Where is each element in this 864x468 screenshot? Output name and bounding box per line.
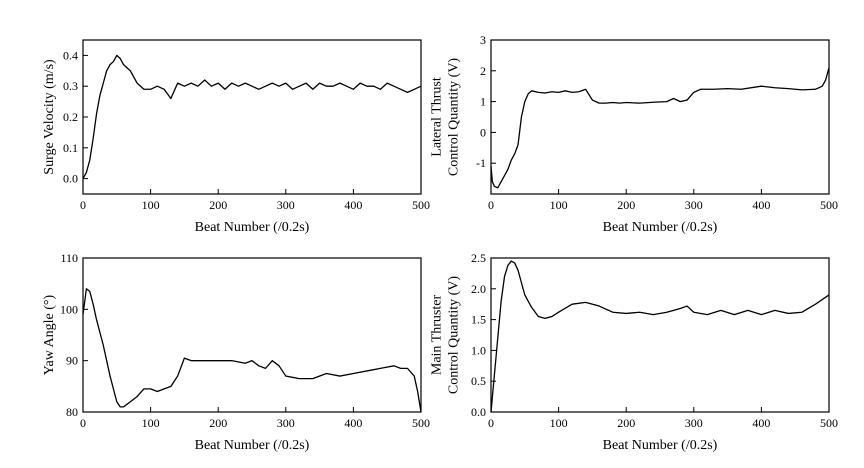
x-tick-label: 100	[550, 416, 568, 430]
x-tick-label: 0	[488, 416, 494, 430]
y-tick-label: 0	[480, 125, 486, 139]
x-tick-label: 400	[344, 416, 362, 430]
y-tick-label: 110	[60, 251, 78, 265]
x-axis-label: Beat Number (/0.2s)	[603, 220, 718, 235]
y-tick-label: 2	[480, 64, 486, 78]
y-tick-label: 1	[480, 95, 486, 109]
axes-frame	[82, 39, 422, 195]
y-axis-label: Control Quantity (V)	[447, 276, 462, 395]
x-tick-label: 0	[80, 198, 86, 212]
y-tick-label: 0.4	[63, 48, 78, 62]
y-tick-label: 0.3	[63, 79, 78, 93]
x-tick-label: 500	[412, 198, 430, 212]
x-tick-label: 300	[277, 198, 295, 212]
x-tick-label: 500	[820, 416, 838, 430]
y-tick-label: 2.5	[471, 251, 486, 265]
y-tick-label: 0.5	[471, 374, 486, 388]
x-tick-label: 400	[752, 198, 770, 212]
x-tick-label: 300	[277, 416, 295, 430]
x-axis-label: Beat Number (/0.2s)	[195, 220, 310, 235]
x-tick-label: 500	[412, 416, 430, 430]
x-tick-label: 100	[142, 416, 160, 430]
y-axis-label: Surge Velocity (m/s)	[42, 59, 57, 175]
y-tick-label: 100	[60, 302, 78, 316]
x-tick-label: 0	[488, 198, 494, 212]
series-line-1	[82, 54, 422, 179]
y-tick-label: 0.2	[63, 110, 78, 124]
axes-frame	[82, 257, 422, 413]
y-axis-label: Main Thruster	[430, 295, 445, 376]
x-tick-label: 100	[550, 198, 568, 212]
series-line-1	[490, 67, 830, 189]
chart-panel-4: 0 100 200 300 400 500 0.0 0.5 1.0 1.5 2.0 2.5 Beat N…	[430, 251, 838, 453]
y-tick-label: 80	[66, 405, 78, 419]
x-tick-label: 200	[617, 198, 635, 212]
y-tick-label: 3	[480, 33, 486, 47]
y-axis-label: Control Quantity (V)	[447, 58, 462, 177]
y-tick-label: 0.1	[63, 141, 78, 155]
y-axis-label: Lateral Thrust	[430, 77, 445, 157]
axes-frame	[490, 257, 830, 413]
axes-frame	[490, 39, 830, 195]
series-line-1	[490, 260, 830, 413]
chart-panel-1: 0 100 200 300 400 500 0.0 0.1 0.2 0.3 0.4 Beat Numb…	[42, 39, 430, 235]
x-tick-label: 400	[752, 416, 770, 430]
y-tick-label: 90	[66, 354, 78, 368]
y-axis-label: Yaw Angle (°)	[42, 294, 57, 375]
y-tick-label: -1	[476, 156, 486, 170]
x-tick-label: 0	[80, 416, 86, 430]
y-tick-label: 0.0	[63, 172, 78, 186]
x-axis-label: Beat Number (/0.2s)	[195, 438, 310, 453]
chart-panel-2: 0 100 200 300 400 500 -1 0 1 2 3 Beat Number (/0.2s…	[430, 33, 838, 235]
x-tick-label: 100	[142, 198, 160, 212]
x-tick-label: 300	[685, 198, 703, 212]
x-tick-label: 400	[344, 198, 362, 212]
y-tick-label: 1.0	[471, 343, 486, 357]
x-axis-label: Beat Number (/0.2s)	[603, 438, 718, 453]
y-tick-label: 0.0	[471, 405, 486, 419]
x-tick-label: 300	[685, 416, 703, 430]
chart-panel-3: 0 100 200 300 400 500 80 90 100 110 Beat Number (/…	[42, 251, 430, 453]
x-tick-label: 200	[209, 416, 227, 430]
series-line-1	[82, 288, 422, 413]
x-tick-label: 200	[209, 198, 227, 212]
x-tick-label: 500	[820, 198, 838, 212]
x-tick-label: 200	[617, 416, 635, 430]
y-tick-label: 2.0	[471, 282, 486, 296]
y-tick-label: 1.5	[471, 313, 486, 327]
